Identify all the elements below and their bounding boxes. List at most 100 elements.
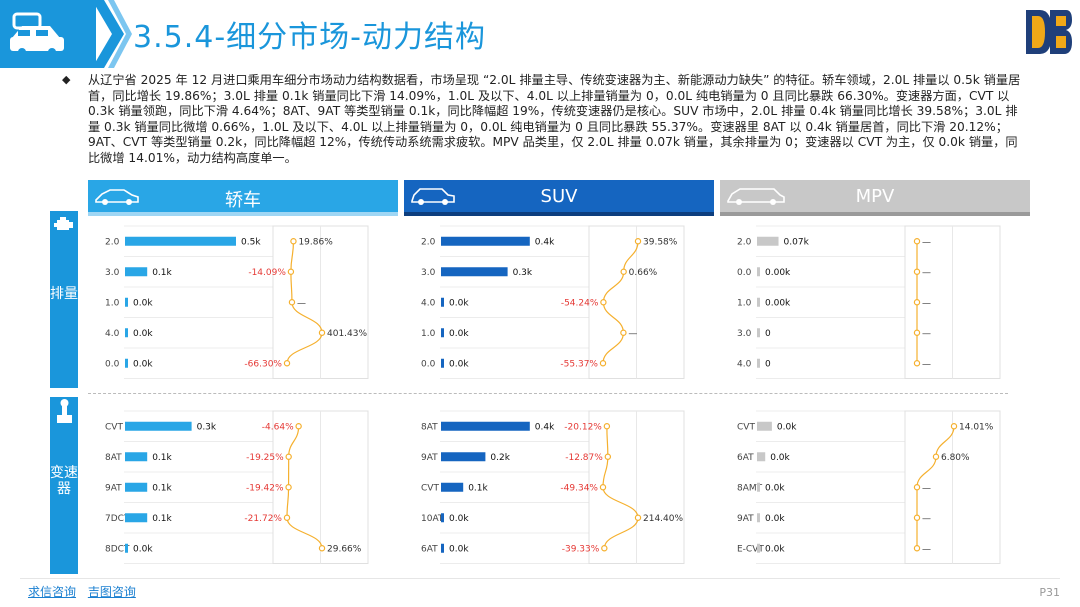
yoy-point — [283, 514, 291, 521]
yoy-label: -39.33% — [562, 544, 600, 554]
value-label: 0.07k — [784, 237, 810, 247]
yoy-line — [602, 426, 639, 549]
banner-suv: SUV — [404, 180, 714, 212]
yoy-point — [913, 514, 921, 521]
yoy-label: 14.01% — [959, 422, 994, 432]
value-label: 0 — [765, 359, 771, 369]
yoy-point — [288, 299, 296, 306]
category-label: 4.0 — [421, 298, 436, 308]
footer-link-1[interactable]: 求信咨询 — [28, 585, 77, 599]
yoy-point — [913, 329, 921, 336]
category-label: 9AT — [421, 453, 438, 463]
category-label: 1.0 — [737, 298, 752, 308]
banner-suv-label: SUV — [540, 186, 578, 207]
value-label: 0.0k — [765, 483, 785, 493]
category-label: E-CVT — [737, 544, 764, 554]
value-label: 0 — [765, 329, 771, 339]
bar — [125, 513, 148, 523]
footer-link-2[interactable]: 吉图咨询 — [87, 585, 136, 599]
category-label: 3.0 — [421, 268, 436, 278]
yoy-label: 29.66% — [327, 544, 362, 554]
bar — [125, 421, 192, 431]
yoy-label: — — [922, 329, 931, 339]
category-label: 0.0 — [737, 268, 752, 278]
category-label: 2.0 — [105, 237, 120, 247]
brand-logo-icon — [1026, 10, 1072, 54]
yoy-point — [600, 299, 607, 306]
category-label: 10AT — [421, 514, 444, 524]
value-label: 0.0k — [777, 422, 797, 432]
bar — [125, 328, 128, 338]
bar — [125, 358, 128, 368]
category-label: 9AT — [105, 483, 122, 493]
category-label: 9AT — [737, 514, 754, 524]
yoy-label: — — [297, 298, 306, 308]
yoy-point — [620, 268, 627, 275]
bullet-icon: ◆ — [62, 73, 71, 86]
category-label: 6AT — [737, 453, 754, 463]
value-label: 0.0k — [765, 514, 785, 524]
yoy-point — [913, 268, 921, 275]
value-label: 0.1k — [152, 514, 172, 524]
category-label: 3.0 — [105, 268, 120, 278]
value-label: 0.0k — [449, 544, 469, 554]
bar — [441, 482, 464, 492]
bar — [441, 513, 444, 523]
yoy-line — [602, 241, 639, 364]
transmission-side-panel — [50, 397, 78, 574]
displacement-side-panel — [50, 211, 78, 388]
bar — [441, 236, 530, 246]
value-label: 0.0k — [449, 298, 469, 308]
value-label: 0.1k — [152, 453, 172, 463]
banner-sedan-label: 轿车 — [225, 190, 261, 211]
value-label: 0.4k — [535, 237, 555, 247]
category-label: 8AT — [105, 453, 122, 463]
value-label: 0.0k — [133, 359, 153, 369]
banner-mpv-shadow — [720, 212, 1030, 216]
yoy-point — [295, 423, 302, 430]
category-label: 8DCT — [105, 544, 130, 554]
value-label: 0.3k — [513, 268, 533, 278]
category-label: 4.0 — [737, 359, 752, 369]
yoy-point — [620, 329, 627, 336]
value-label: 0.1k — [152, 483, 172, 493]
yoy-point — [285, 453, 292, 460]
value-label: 0.4k — [535, 422, 555, 432]
value-label: 0.3k — [197, 422, 217, 432]
yoy-label: 19.86% — [298, 237, 333, 247]
yoy-point — [913, 545, 921, 552]
yoy-label: -21.72% — [244, 514, 282, 524]
yoy-point — [287, 268, 295, 275]
yoy-label: — — [922, 268, 931, 278]
bar — [441, 297, 444, 307]
yoy-label: -54.24% — [561, 298, 599, 308]
sedan-icon — [95, 189, 139, 205]
bar — [125, 267, 148, 277]
category-label: 1.0 — [421, 329, 436, 339]
page-title: 3.5.4-细分市场-动力结构 — [133, 20, 486, 55]
transmission-label: 变速器 — [50, 465, 78, 497]
bar — [441, 267, 508, 277]
bar — [757, 543, 760, 553]
yoy-label: — — [922, 237, 931, 247]
yoy-point — [634, 514, 642, 521]
yoy-point — [283, 360, 291, 367]
category-label: 2.0 — [737, 237, 752, 247]
yoy-label: -4.64% — [262, 422, 294, 432]
yoy-label: — — [628, 329, 637, 339]
yoy-line — [286, 426, 323, 549]
banner-sedan: 轿车 — [88, 180, 398, 212]
yoy-point — [604, 453, 612, 460]
category-label: 8AMT — [737, 483, 763, 493]
header-logo-block — [0, 0, 96, 68]
yoy-label: 6.80% — [941, 453, 970, 463]
yoy-label: -19.25% — [246, 453, 284, 463]
yoy-label: -14.09% — [248, 268, 286, 278]
bar — [441, 358, 444, 368]
yoy-label: — — [922, 359, 931, 369]
yoy-label: -49.34% — [560, 483, 598, 493]
bar — [757, 452, 766, 462]
bar — [125, 543, 128, 553]
value-label: 0.0k — [133, 544, 153, 554]
